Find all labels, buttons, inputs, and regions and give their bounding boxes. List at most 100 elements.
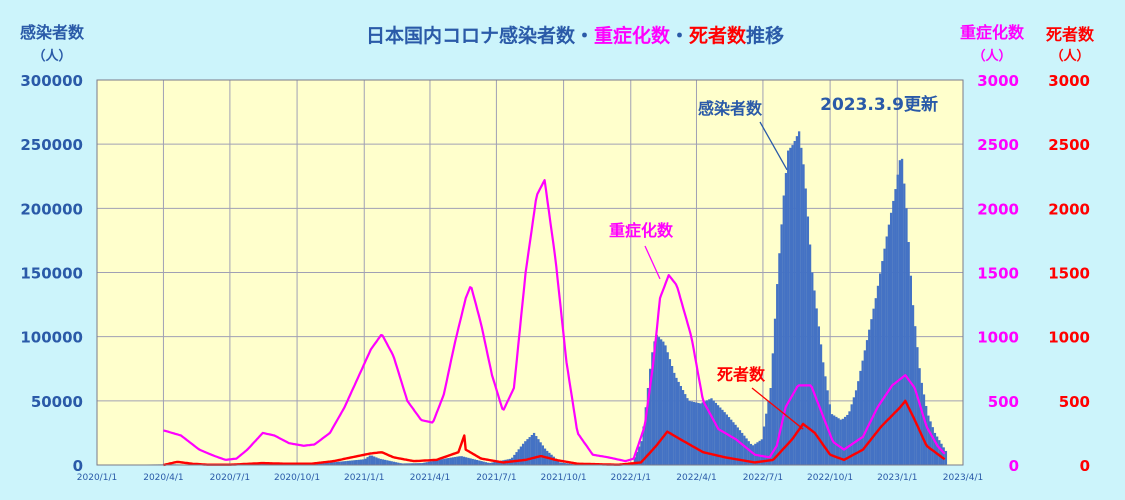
infection-bar [927,415,930,465]
infection-bar [787,150,790,465]
infection-bar [857,381,860,465]
infection-bar [519,446,523,465]
infection-bar [870,319,873,465]
severe-line [163,179,946,463]
infection-bar [914,326,917,465]
right1-axis-unit: （人） [972,48,1011,64]
infection-bar [710,398,713,465]
infection-bar [346,460,350,465]
infection-bar [804,188,807,465]
infection-bar [532,432,536,465]
infection-bar [414,463,417,465]
infection-bar [670,366,674,465]
infection-bar [493,462,496,465]
title-part-trend: 推移 [746,24,784,47]
infection-bar [833,415,836,465]
infection-bar [692,401,696,465]
infection-bar [475,460,479,465]
infection-bar [447,458,450,465]
annotation-leader [759,121,788,171]
infection-bar [811,272,814,465]
right1-tick-label: 1500 [977,265,1019,283]
left-axis-label: 感染者数 [20,23,85,42]
infection-bar [515,452,518,465]
infection-bar [861,360,864,465]
infection-bar [362,459,365,465]
right2-tick-label: 1000 [1048,329,1090,347]
infection-bar [789,147,792,465]
infection-bar [699,403,702,465]
right2-axis-unit: （人） [1050,48,1089,64]
infection-bar [815,308,818,465]
right2-tick-label: 3000 [1048,72,1090,90]
infection-bar [800,147,803,465]
infection-bar [401,463,404,465]
infection-bar [322,463,325,465]
infection-bar [478,460,481,465]
infection-bar [690,401,693,465]
infection-bar [377,458,380,465]
title-part-severe: 重症化数 [594,24,671,47]
infection-bar [535,436,538,465]
infection-bar [375,457,378,465]
infection-bar [388,460,391,465]
infection-bar [456,456,459,465]
infection-bar [732,422,735,465]
infection-bar [524,441,527,465]
infection-bar [813,290,816,465]
right1-tick-label: 500 [988,393,1019,411]
infection-bar [769,388,772,465]
infection-bar [841,418,845,465]
infection-bar [394,462,398,465]
infection-bar [749,443,753,465]
infection-bar [458,456,461,465]
x-tick-label: 2021/10/1 [541,473,587,483]
right1-tick-label: 2500 [977,136,1019,154]
infection-bar [889,212,893,465]
left-tick-label: 300000 [20,72,83,90]
infection-bar [364,458,367,465]
infection-bar [679,385,682,465]
x-tick-label: 2020/10/1 [274,473,320,483]
infection-bar [659,339,663,465]
annotation-label: 死者数 [717,365,766,384]
infection-bar [865,340,869,465]
infection-bar [521,443,525,465]
annotation-label: 感染者数 [698,99,763,118]
infection-bar [653,341,656,465]
infection-bar [370,455,374,465]
x-tick-label: 2022/4/1 [676,473,716,483]
infection-bar [703,401,707,465]
infection-bar [791,145,794,465]
infection-bar [675,377,678,465]
infection-bar [929,421,932,465]
chart-title: 日本国内コロナ感染者数・重症化数・死者数推移 [366,24,784,47]
infection-bar [565,463,569,465]
infection-bar [762,426,766,465]
infection-bar [554,458,558,465]
infection-bar [561,462,564,465]
infection-bar [751,445,755,465]
infection-bar [353,460,356,465]
infection-bar [879,273,882,465]
infection-bar [351,460,354,465]
infection-bar [892,200,895,465]
infection-bar [925,405,928,465]
infection-bar [905,208,908,465]
title-part-deaths: 死者数 [689,24,747,47]
infection-bar [342,461,345,465]
infection-bar [736,427,739,465]
infection-bar [327,462,330,465]
infection-bar [852,397,856,465]
infection-bar [480,461,483,465]
infection-bar [837,418,840,465]
infection-bar [333,462,336,465]
infection-bar [863,350,866,465]
right1-tick-label: 1000 [977,329,1019,347]
infection-bar [725,414,728,465]
infection-bar [397,462,400,465]
infection-bar [348,460,352,465]
infection-bar [379,458,382,465]
